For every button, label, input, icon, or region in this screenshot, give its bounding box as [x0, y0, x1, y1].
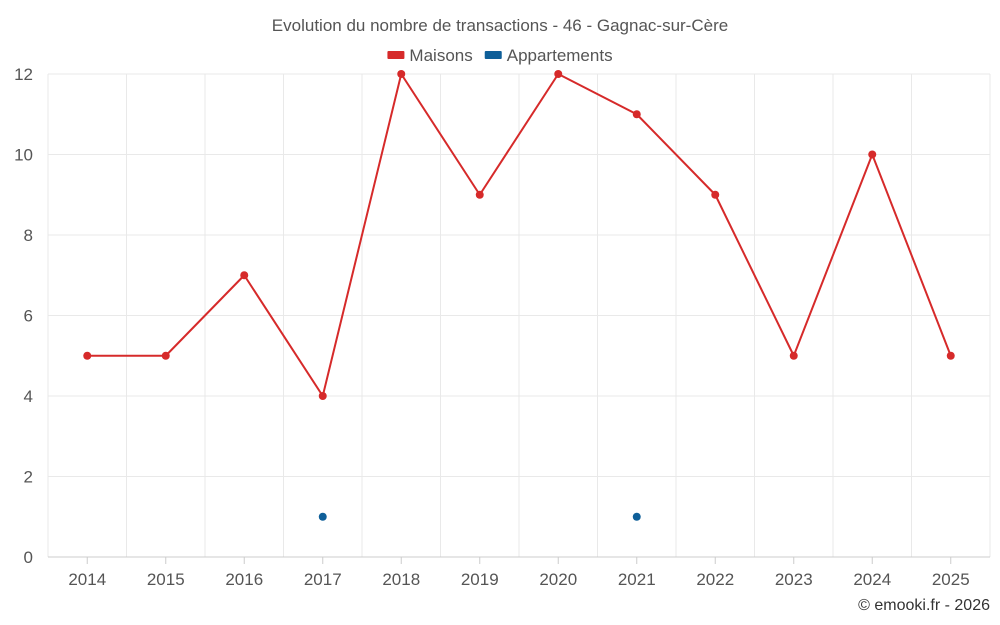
- legend: Maisons Appartements: [387, 46, 613, 65]
- data-point-maisons[interactable]: [711, 190, 720, 199]
- legend-item-maisons[interactable]: Maisons: [387, 46, 473, 65]
- y-tick-label: 6: [24, 307, 33, 326]
- x-tick-label: 2023: [775, 570, 813, 589]
- y-tick-label: 0: [24, 548, 33, 567]
- data-point-maisons[interactable]: [397, 70, 406, 78]
- series-line-maisons: [87, 73, 952, 397]
- y-tick-label: 4: [24, 387, 33, 406]
- series: [83, 70, 955, 521]
- data-point-maisons[interactable]: [475, 190, 484, 199]
- x-tick-label: 2015: [147, 570, 185, 589]
- legend-swatch: [484, 51, 502, 59]
- data-point-maisons[interactable]: [240, 271, 249, 280]
- chart-title: Evolution du nombre de transactions - 46…: [272, 16, 728, 35]
- data-point-maisons[interactable]: [789, 351, 798, 360]
- x-tick-label: 2019: [461, 570, 499, 589]
- x-tick-label: 2020: [539, 570, 577, 589]
- x-tick-label: 2014: [68, 570, 106, 589]
- legend-label: Appartements: [507, 46, 613, 65]
- x-tick-label: 2016: [225, 570, 263, 589]
- y-tick-label: 10: [14, 146, 33, 165]
- data-point-appartements[interactable]: [318, 512, 327, 521]
- data-point-maisons[interactable]: [946, 351, 955, 360]
- y-tick-label: 12: [14, 65, 33, 84]
- data-point-maisons[interactable]: [632, 110, 641, 119]
- data-point-maisons[interactable]: [318, 392, 327, 400]
- data-point-maisons[interactable]: [868, 150, 877, 159]
- legend-label: Maisons: [409, 46, 472, 65]
- x-tick-label: 2024: [853, 570, 891, 589]
- x-tick-label: 2018: [382, 570, 420, 589]
- axes: 0 2 4 6 8 10 12 2014 2015 2016 2017 2018 2019 2020 202…: [14, 65, 990, 589]
- x-tick-label: 2021: [618, 570, 656, 589]
- legend-swatch: [387, 51, 405, 59]
- legend-item-appartements[interactable]: Appartements: [484, 46, 613, 65]
- y-tick-label: 8: [24, 226, 33, 245]
- data-point-maisons[interactable]: [83, 351, 92, 360]
- x-tick-label: 2025: [932, 570, 970, 589]
- data-point-appartements[interactable]: [632, 512, 641, 521]
- y-tick-label: 2: [24, 468, 33, 487]
- data-point-maisons[interactable]: [554, 70, 563, 78]
- credit-text: © emooki.fr - 2026: [858, 597, 990, 614]
- x-tick-label: 2022: [696, 570, 734, 589]
- data-point-maisons[interactable]: [161, 351, 170, 360]
- x-tick-label: 2017: [304, 570, 342, 589]
- grid: [47, 73, 991, 557]
